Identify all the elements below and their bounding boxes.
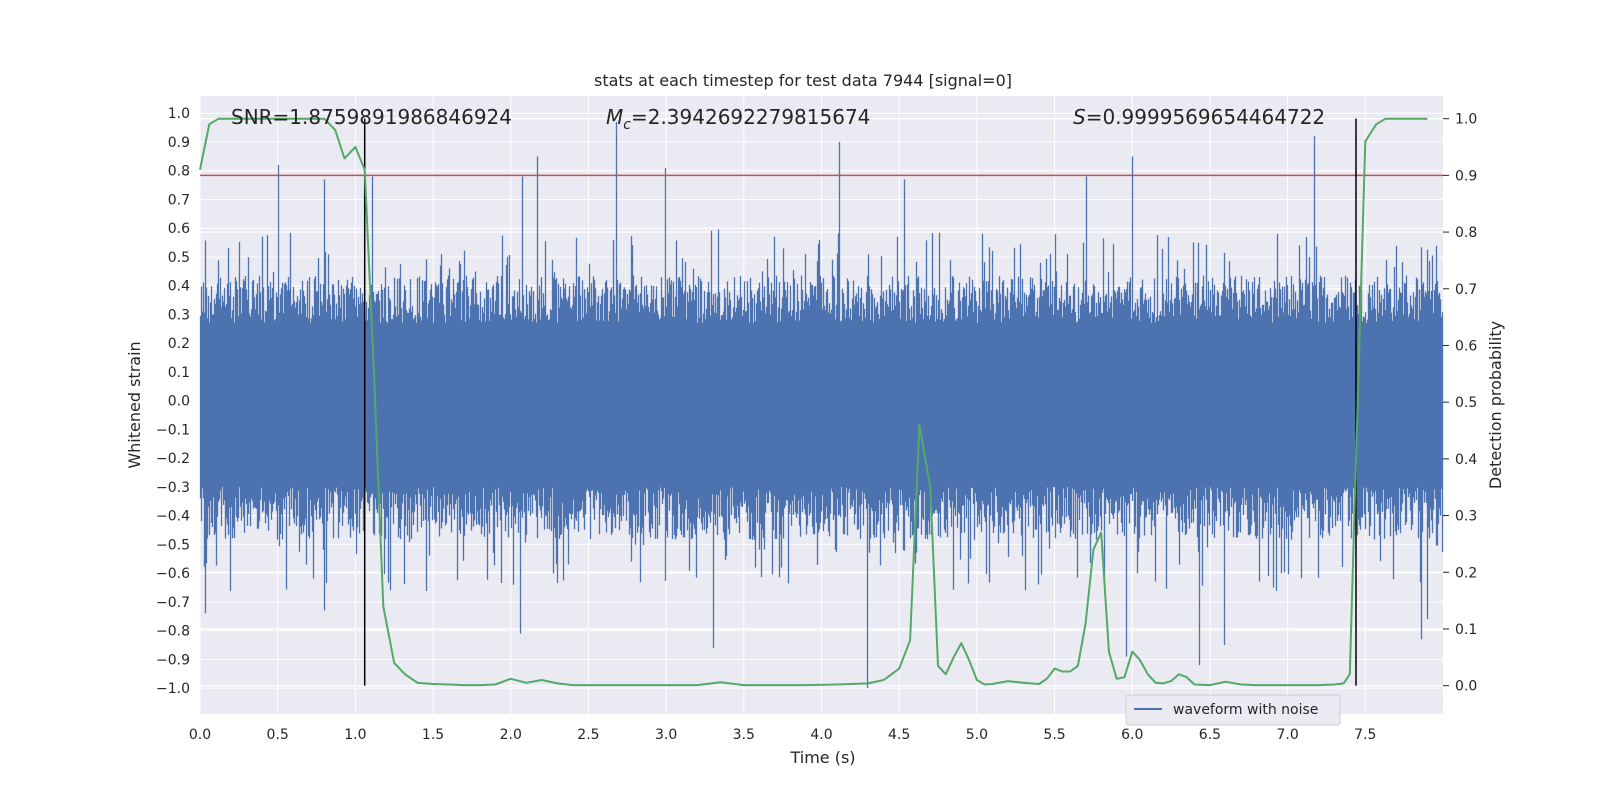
- x-tick-label: 7.0: [1276, 727, 1298, 743]
- x-tick-label: 6.5: [1199, 727, 1221, 743]
- chart-title: stats at each timestep for test data 794…: [594, 71, 1012, 90]
- x-tick-label: 0.0: [189, 727, 211, 743]
- x-tick-label: 5.0: [966, 727, 988, 743]
- left-tick-label: −0.9: [156, 652, 190, 668]
- probability-series: [199, 117, 1428, 687]
- x-tick-label: 3.5: [733, 727, 755, 743]
- right-tick-label: 0.5: [1455, 395, 1477, 411]
- left-tick-label: 0.7: [168, 192, 190, 208]
- x-tick-label: 3.0: [655, 727, 677, 743]
- x-tick-label: 2.5: [577, 727, 599, 743]
- legend-entry-waveform: waveform with noise: [1173, 702, 1318, 718]
- legend-box: [1125, 694, 1341, 726]
- left-tick-label: 0.2: [168, 336, 190, 352]
- left-tick-label: −0.3: [156, 480, 190, 496]
- left-tick-label: −0.7: [156, 595, 190, 611]
- left-tick-label: 0.9: [168, 135, 190, 151]
- left-tick-label: −0.1: [156, 422, 190, 438]
- x-tick-label: 2.0: [500, 727, 522, 743]
- left-axis-ticks: 1.0 0.9 0.8 0.7 0.6 0.5 0.4 0.3 0.2 0.1 0.0 −0.1 −0.…: [156, 106, 190, 697]
- x-axis-ticks: 0.0 0.5 1.0 1.5 2.0 2.5 3.0 3.5 4.0 4.5 5.0 5.5 6.0 6…: [189, 727, 1377, 743]
- x-tick-label: 4.5: [888, 727, 910, 743]
- right-tick-label: 0.4: [1455, 452, 1477, 468]
- right-axis-ticks: 1.0 0.9 0.8 0.7 0.6 0.5 0.4 0.3 0.2 0.1 0.0: [1443, 112, 1477, 695]
- detection-probability-line: [199, 117, 1428, 687]
- waveform-line: [199, 121, 1444, 689]
- left-tick-label: 0.5: [168, 250, 190, 266]
- chirp-mass-symbol: M: [606, 105, 623, 129]
- legend: waveform with noise: [1125, 694, 1341, 726]
- x-tick-label: 1.0: [344, 727, 366, 743]
- right-tick-label: 0.2: [1455, 565, 1477, 581]
- x-tick-label: 7.5: [1354, 727, 1376, 743]
- left-tick-label: −0.4: [156, 509, 190, 525]
- left-tick-label: 0.0: [168, 394, 190, 410]
- x-tick-label: 4.0: [810, 727, 832, 743]
- left-tick-label: 0.8: [168, 164, 190, 180]
- left-tick-label: 1.0: [168, 106, 190, 122]
- left-tick-label: −1.0: [156, 681, 190, 697]
- statistic-symbol: S: [1073, 105, 1086, 129]
- chirp-mass-annotation: Mc=2.3942692279815674: [606, 105, 870, 133]
- left-tick-label: −0.6: [156, 566, 190, 582]
- right-tick-label: 0.6: [1455, 338, 1477, 354]
- left-tick-label: 0.6: [168, 221, 190, 237]
- right-axis-label: Detection probability: [1486, 321, 1505, 489]
- snr-annotation: SNR=1.8759891986846924: [231, 105, 512, 129]
- right-tick-label: 0.1: [1455, 622, 1477, 638]
- chirp-mass-value: =2.3942692279815674: [631, 105, 870, 129]
- left-tick-label: 0.3: [168, 307, 190, 323]
- left-axis-label: Whitened strain: [125, 341, 144, 468]
- left-tick-label: −0.2: [156, 451, 190, 467]
- x-tick-label: 1.5: [422, 727, 444, 743]
- left-tick-label: −0.8: [156, 624, 190, 640]
- left-tick-label: −0.5: [156, 537, 190, 553]
- right-tick-label: 0.3: [1455, 509, 1477, 525]
- right-tick-label: 0.8: [1455, 225, 1477, 241]
- reference-lines: [200, 118, 1443, 686]
- x-axis-label: Time (s): [789, 748, 855, 767]
- left-tick-label: 0.1: [168, 365, 190, 381]
- x-tick-label: 6.0: [1121, 727, 1143, 743]
- right-tick-label: 0.9: [1455, 168, 1477, 184]
- x-tick-label: 0.5: [267, 727, 289, 743]
- right-tick-label: 1.0: [1455, 112, 1477, 128]
- statistic-annotation: S=0.9999569654464722: [1073, 105, 1325, 129]
- right-tick-label: 0.7: [1455, 282, 1477, 298]
- right-tick-label: 0.0: [1455, 679, 1477, 695]
- left-tick-label: 0.4: [168, 279, 190, 295]
- chirp-mass-subscript: c: [623, 117, 631, 133]
- waveform-series: [199, 121, 1444, 689]
- statistic-value: =0.9999569654464722: [1086, 105, 1325, 129]
- x-tick-label: 5.5: [1043, 727, 1065, 743]
